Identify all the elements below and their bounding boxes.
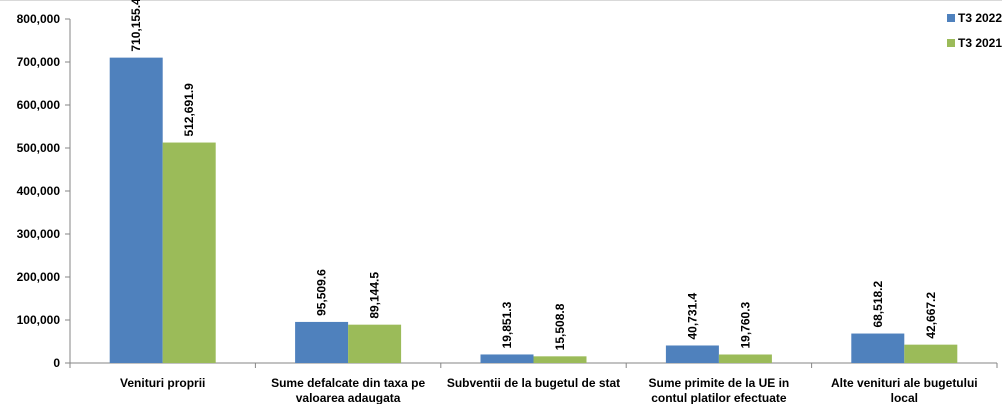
legend-swatch [947,39,955,47]
data-label: 512,691.9 [182,83,196,137]
legend-label: T3 2022 [958,11,1002,25]
bar [348,324,402,363]
data-label: 40,731.4 [685,292,699,339]
legend-label: T3 2021 [958,36,1002,50]
bar [295,321,349,363]
y-tick-label: 300,000 [17,227,61,241]
x-category-label: local [891,391,918,404]
bar [533,356,587,363]
x-category-label: Sume defalcate din taxa pe [271,376,425,390]
y-tick-label: 100,000 [17,313,61,327]
data-label: 95,509.6 [315,269,329,316]
x-category-label: valoarea adaugata [296,391,401,404]
x-category-label: contul platilor efectuate [651,391,787,404]
x-category-label: Sume primite de la UE in [649,376,790,390]
data-label: 42,667.2 [924,292,938,339]
data-label: 19,760.3 [738,301,752,348]
data-label: 19,851.3 [500,301,514,348]
data-label: 68,518.2 [871,281,885,328]
x-category-label: Venituri proprii [120,376,205,390]
bar [480,354,534,363]
y-tick-label: 600,000 [17,98,61,112]
x-category-label: Subventii de la bugetul de stat [447,376,620,390]
y-tick-label: 400,000 [17,184,61,198]
legend-swatch [947,14,955,22]
y-tick-label: 0 [53,356,60,370]
x-category-label: Alte venituri ale bugetului [831,376,978,390]
bar [904,344,958,363]
bar [851,333,905,363]
data-label: 15,508.8 [553,303,567,350]
y-tick-label: 700,000 [17,55,61,69]
y-tick-label: 800,000 [17,12,61,26]
y-tick-label: 500,000 [17,141,61,155]
bar [162,142,216,363]
bar [109,57,163,363]
y-tick-label: 200,000 [17,270,61,284]
bar [665,345,719,363]
data-label: 710,155.4 [129,0,143,52]
bar [718,354,772,363]
data-label: 89,144.5 [368,272,382,319]
